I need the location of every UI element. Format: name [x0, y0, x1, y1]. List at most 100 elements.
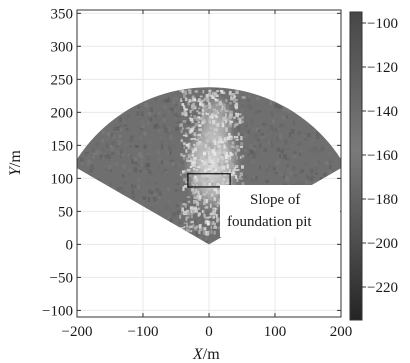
bright-speckle	[189, 225, 193, 229]
bright-speckle	[235, 169, 240, 171]
speckle	[158, 196, 161, 199]
bright-speckle	[205, 134, 208, 138]
bright-speckle	[239, 156, 242, 159]
bright-speckle	[202, 160, 207, 166]
speckle	[167, 162, 170, 165]
speckle	[278, 105, 283, 109]
bright-speckle	[186, 209, 190, 213]
speckle	[206, 91, 211, 95]
speckle	[163, 160, 167, 166]
speckle	[249, 155, 252, 159]
bright-speckle	[204, 168, 207, 172]
speckle	[131, 159, 135, 164]
bright-speckle	[181, 170, 185, 173]
speckle	[147, 196, 150, 202]
bright-speckle	[209, 183, 213, 186]
bright-speckle	[192, 199, 197, 204]
speckle	[115, 144, 119, 148]
speckle	[314, 179, 318, 184]
bright-speckle	[212, 140, 216, 142]
speckle	[137, 177, 141, 182]
speckle	[178, 149, 181, 153]
speckle	[73, 166, 76, 170]
speckle	[113, 126, 118, 131]
bright-speckle	[190, 210, 193, 214]
bright-speckle	[210, 193, 214, 197]
speckle	[129, 145, 132, 148]
speckle	[140, 160, 144, 164]
bright-speckle	[224, 146, 227, 149]
bright-speckle	[202, 103, 205, 108]
bright-speckle	[195, 207, 199, 211]
colorbar	[349, 11, 363, 321]
bright-speckle	[204, 155, 209, 160]
bright-speckle	[233, 95, 237, 98]
bright-speckle	[185, 149, 188, 153]
bright-speckle	[213, 138, 217, 142]
speckle	[129, 139, 133, 143]
speckle	[147, 112, 152, 116]
speckle	[110, 133, 114, 138]
speckle	[147, 117, 152, 121]
bright-speckle	[182, 186, 185, 191]
bright-speckle	[193, 194, 196, 199]
bright-speckle	[203, 165, 208, 170]
bright-speckle	[203, 201, 206, 205]
bright-speckle	[191, 147, 194, 151]
bright-speckle	[204, 105, 207, 108]
bright-speckle	[235, 102, 238, 105]
speckle	[284, 139, 288, 145]
bright-speckle	[214, 222, 216, 227]
bright-speckle	[196, 200, 199, 204]
bright-speckle	[233, 135, 236, 139]
speckle	[254, 134, 258, 139]
speckle	[133, 156, 138, 162]
speckle	[119, 185, 124, 190]
speckle	[246, 99, 251, 103]
speckle	[169, 154, 174, 160]
bright-speckle	[182, 105, 186, 109]
speckle	[180, 126, 183, 132]
bright-speckle	[192, 105, 197, 108]
speckle	[186, 116, 190, 122]
speckle	[152, 196, 157, 201]
speckle	[180, 186, 184, 190]
bright-speckle	[208, 142, 213, 148]
speckle	[252, 128, 255, 132]
bright-speckle	[240, 178, 243, 180]
bright-speckle	[191, 104, 193, 109]
speckle	[142, 106, 146, 111]
speckle	[106, 154, 111, 160]
speckle	[145, 180, 150, 186]
speckle	[293, 166, 296, 172]
bright-speckle	[230, 173, 233, 179]
bright-speckle	[229, 153, 234, 157]
speckle	[247, 153, 250, 157]
speckle	[158, 152, 161, 157]
speckle	[163, 99, 166, 102]
bright-speckle	[235, 136, 238, 139]
bright-speckle	[217, 145, 222, 148]
speckle	[160, 160, 164, 165]
speckle	[278, 140, 282, 143]
speckle	[138, 190, 143, 194]
bright-speckle	[225, 182, 229, 185]
speckle	[175, 204, 180, 208]
bright-speckle	[220, 108, 223, 112]
foundation-pit-box	[187, 173, 231, 188]
bright-speckle	[224, 140, 228, 143]
bright-speckle	[192, 156, 197, 160]
speckle	[92, 155, 95, 159]
speckle	[320, 146, 325, 152]
bright-speckle	[209, 156, 213, 159]
speckle	[265, 138, 270, 143]
speckle	[119, 128, 123, 132]
speckle	[110, 146, 114, 151]
speckle	[253, 110, 258, 115]
bright-speckle	[218, 121, 223, 124]
speckle	[119, 155, 123, 159]
bright-speckle	[215, 169, 217, 172]
bright-speckle	[190, 220, 195, 224]
bright-speckle	[221, 123, 225, 128]
speckle	[128, 168, 131, 173]
